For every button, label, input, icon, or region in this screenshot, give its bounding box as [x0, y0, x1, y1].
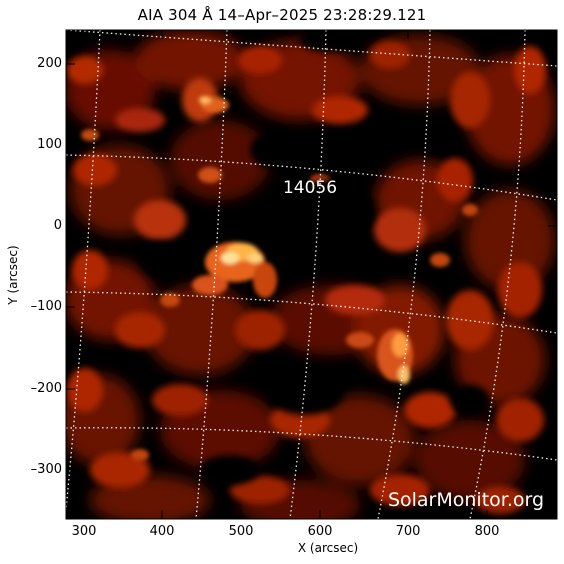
y-tick-label: 0	[53, 218, 62, 233]
x-tick-label: 700	[395, 524, 421, 539]
heliographic-grid	[66, 30, 557, 519]
y-tick-label: 200	[37, 56, 62, 71]
y-tick-label: –100	[30, 299, 62, 314]
figure-title: AIA 304 Å 14–Apr–2025 23:28:29.121	[137, 6, 427, 24]
bright-features	[81, 96, 478, 461]
axis-ticks	[66, 30, 557, 519]
y-tick-label: –300	[30, 462, 62, 477]
x-tick-label: 300	[71, 524, 97, 539]
y-axis-label: Y (arcsec)	[6, 245, 20, 305]
x-tick-label: 400	[149, 524, 175, 539]
watermark: SolarMonitor.org	[388, 489, 544, 511]
y-tick-label: –200	[30, 381, 62, 396]
x-tick-label: 500	[228, 524, 254, 539]
x-tick-label: 800	[474, 524, 500, 539]
x-axis-label: X (arcsec)	[297, 541, 359, 555]
dark-voids	[140, 30, 490, 485]
plot-frame	[65, 29, 558, 520]
active-region-label: 14056	[283, 178, 337, 198]
y-tick-label: 100	[37, 137, 62, 152]
network-cells	[67, 41, 546, 514]
x-tick-label: 600	[307, 524, 333, 539]
